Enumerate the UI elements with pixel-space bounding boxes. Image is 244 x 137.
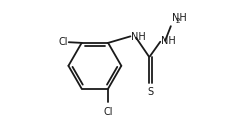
Text: Cl: Cl	[103, 107, 113, 117]
Text: NH: NH	[172, 13, 187, 23]
Text: NH: NH	[132, 32, 146, 42]
Text: NH: NH	[161, 36, 176, 46]
Text: S: S	[148, 87, 154, 97]
Text: Cl: Cl	[59, 37, 68, 47]
Text: 2: 2	[176, 18, 180, 24]
